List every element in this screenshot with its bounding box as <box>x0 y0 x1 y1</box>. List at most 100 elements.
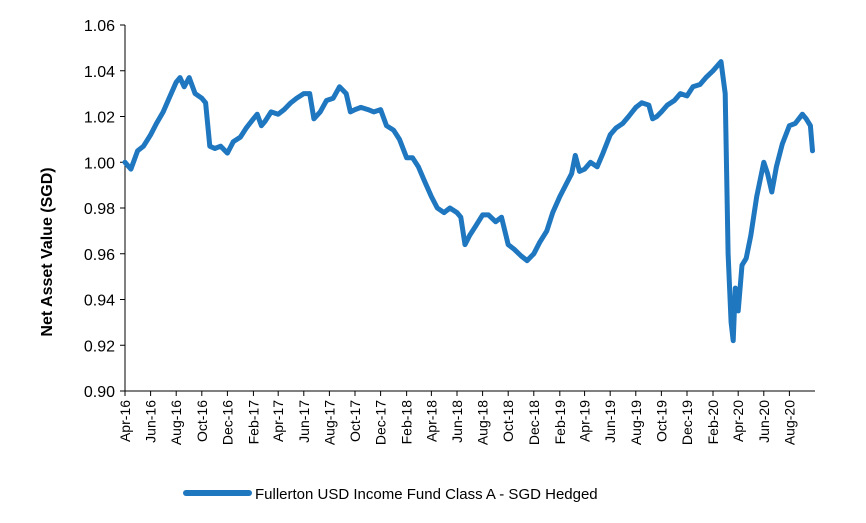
data-point <box>650 116 655 122</box>
x-tick-label: Aug-19 <box>628 400 644 445</box>
data-point <box>404 155 409 160</box>
data-point <box>331 96 336 101</box>
data-point <box>480 212 485 218</box>
y-tick-label: 1.00 <box>84 155 115 172</box>
data-point <box>174 80 179 85</box>
legend: Fullerton USD Income Fund Class A - SGD … <box>183 486 598 503</box>
data-point <box>397 137 402 142</box>
data-point <box>739 263 745 268</box>
data-point <box>337 84 342 90</box>
x-tick-label: Feb-20 <box>705 400 721 445</box>
data-point <box>537 240 542 245</box>
data-point <box>780 141 785 147</box>
data-point <box>429 194 434 199</box>
x-tick-label: Feb-17 <box>245 400 261 445</box>
data-point <box>225 150 230 156</box>
data-point <box>263 118 268 124</box>
data-point <box>672 98 677 103</box>
data-point <box>207 144 212 149</box>
data-point <box>122 160 128 165</box>
data-point <box>519 253 524 259</box>
data-point <box>810 148 815 153</box>
data-point <box>135 148 140 153</box>
x-tick-label: Apr-17 <box>270 400 286 442</box>
data-point <box>613 125 619 131</box>
data-point <box>384 123 389 128</box>
data-point <box>154 121 159 126</box>
data-point <box>251 116 256 122</box>
x-tick-label: Apr-16 <box>117 400 133 442</box>
data-point <box>301 91 306 96</box>
data-point <box>281 107 287 112</box>
x-tick-label: Dec-19 <box>679 400 695 445</box>
data-point <box>793 121 798 126</box>
data-point <box>646 102 651 108</box>
data-point <box>544 228 549 234</box>
x-tick-label: Apr-19 <box>577 400 593 442</box>
data-point <box>725 251 731 256</box>
data-point <box>365 107 371 112</box>
x-tick-label: Jun-16 <box>143 400 159 443</box>
data-point <box>473 224 478 229</box>
data-point <box>416 164 421 169</box>
data-point <box>665 102 670 108</box>
data-point <box>639 100 644 106</box>
data-point <box>454 210 460 215</box>
y-tick-label: 1.06 <box>84 18 115 35</box>
data-point <box>161 109 166 115</box>
data-point <box>422 178 427 183</box>
data-point <box>499 215 504 220</box>
data-point <box>192 91 198 96</box>
y-axis: 0.90 0.92 0.94 0.96 0.98 1.00 1.02 1.04 1.06 <box>84 18 126 401</box>
data-point <box>344 91 349 96</box>
data-point <box>723 91 728 96</box>
data-point <box>524 258 530 263</box>
data-point <box>166 96 172 101</box>
data-point <box>557 194 562 199</box>
data-point <box>259 123 264 128</box>
data-point <box>600 150 606 156</box>
x-tick-label: Feb-19 <box>552 400 568 445</box>
data-point <box>733 285 738 291</box>
data-point <box>288 100 293 106</box>
data-point <box>748 233 753 238</box>
data-point <box>506 242 511 247</box>
data-point <box>177 75 183 80</box>
data-point <box>690 84 696 90</box>
data-point <box>187 75 192 80</box>
data-point <box>608 132 613 137</box>
data-point <box>595 164 600 169</box>
x-tick-label: Oct-19 <box>653 400 669 442</box>
x-tick-label: Aug-17 <box>321 400 337 445</box>
x-tick-label: Dec-16 <box>219 400 235 445</box>
x-tick-label: Oct-16 <box>194 400 210 442</box>
data-point <box>620 121 625 126</box>
legend-label: Fullerton USD Income Fund Class A - SGD … <box>255 486 598 503</box>
data-point <box>626 114 631 119</box>
data-point <box>203 100 208 106</box>
y-tick-label: 0.98 <box>84 201 115 218</box>
data-point <box>141 144 146 149</box>
data-point <box>268 109 274 115</box>
data-point <box>378 107 383 112</box>
x-tick-label: Jun-20 <box>756 400 772 443</box>
y-tick-label: 0.96 <box>84 247 115 264</box>
x-tick-label: Aug-16 <box>168 400 184 445</box>
data-point <box>659 109 664 115</box>
data-point <box>458 215 463 220</box>
y-tick-label: 0.92 <box>84 338 115 355</box>
data-point <box>703 75 709 80</box>
x-tick-label: Apr-20 <box>730 400 746 442</box>
data-point <box>324 98 329 103</box>
data-point <box>736 308 741 314</box>
data-point <box>218 144 223 149</box>
data-point <box>358 105 364 110</box>
data-point <box>718 59 724 64</box>
data-point <box>371 109 377 115</box>
data-point <box>276 112 281 117</box>
x-tick-label: Oct-18 <box>500 400 516 442</box>
x-tick-label: Aug-18 <box>475 400 491 445</box>
y-axis-title: Net Asset Value (SGD) <box>39 167 56 336</box>
